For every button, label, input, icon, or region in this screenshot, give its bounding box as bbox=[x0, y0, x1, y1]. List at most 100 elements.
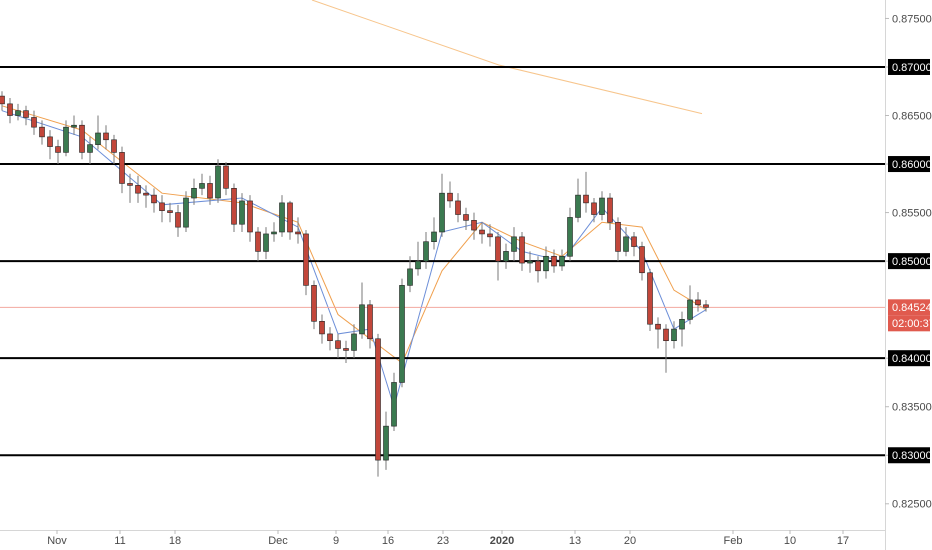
plot-area bbox=[0, 0, 885, 477]
candle-body bbox=[687, 299, 693, 320]
x-tick-label: Dec bbox=[268, 535, 288, 547]
candle-body bbox=[31, 117, 37, 128]
candle-body bbox=[479, 229, 485, 235]
candle-body bbox=[503, 251, 509, 262]
candle-body bbox=[631, 236, 637, 247]
candle-body bbox=[71, 124, 77, 128]
candle-body bbox=[183, 197, 189, 228]
x-tick-label: 17 bbox=[837, 535, 849, 547]
candle-body bbox=[583, 194, 589, 204]
candle-body bbox=[471, 220, 477, 231]
candle-body bbox=[455, 200, 461, 215]
candle-body bbox=[79, 124, 85, 153]
candle-body bbox=[311, 285, 317, 322]
countdown-box bbox=[888, 315, 930, 332]
candle-body bbox=[447, 192, 453, 202]
x-tick-label: 20 bbox=[624, 535, 636, 547]
y-tick-label: 0.84000 bbox=[892, 353, 932, 365]
x-tick-label: Feb bbox=[724, 535, 743, 547]
candle-body bbox=[551, 255, 557, 267]
candle-body bbox=[559, 255, 565, 267]
y-tick-label: 0.85000 bbox=[892, 256, 932, 268]
candle-body bbox=[431, 231, 437, 243]
candle-body bbox=[383, 425, 389, 461]
x-tick-label: Nov bbox=[47, 535, 67, 547]
candle-body bbox=[679, 319, 685, 330]
x-tick-label: 2020 bbox=[490, 535, 514, 547]
candle-body bbox=[87, 144, 93, 153]
candle-body bbox=[575, 194, 581, 218]
candle-body bbox=[303, 233, 309, 286]
candle-body bbox=[23, 110, 29, 118]
candle-body bbox=[0, 95, 5, 105]
candle-body bbox=[367, 304, 373, 340]
countdown-label: 02:00:37 bbox=[892, 318, 932, 330]
candle-body bbox=[263, 233, 269, 252]
candle-body bbox=[527, 260, 533, 264]
candle-body bbox=[703, 304, 709, 308]
candle-body bbox=[623, 236, 629, 252]
candle-body bbox=[439, 192, 445, 233]
y-tick-label: 0.82500 bbox=[892, 499, 932, 511]
candle-body bbox=[543, 255, 549, 272]
candle-body bbox=[391, 382, 397, 427]
candle-body bbox=[95, 132, 101, 145]
last-price-label: 0.84524 bbox=[892, 302, 932, 314]
candle-body bbox=[399, 285, 405, 383]
y-tick-label: 0.86000 bbox=[892, 159, 932, 171]
level-label-box bbox=[888, 253, 930, 270]
candle-body bbox=[271, 231, 277, 235]
x-tick-label: 9 bbox=[333, 535, 339, 547]
candle-body bbox=[607, 197, 613, 223]
candle-body bbox=[375, 338, 381, 461]
candle-body bbox=[279, 202, 285, 233]
candle-body bbox=[151, 194, 157, 204]
candle-body bbox=[167, 210, 173, 213]
candle-body bbox=[231, 188, 237, 225]
candle-body bbox=[255, 231, 261, 252]
candle-body bbox=[415, 260, 421, 270]
y-tick-label: 0.87500 bbox=[892, 13, 932, 25]
y-tick-label: 0.83000 bbox=[892, 450, 932, 462]
candle-body bbox=[639, 246, 645, 274]
y-tick-label: 0.83500 bbox=[892, 402, 932, 414]
candle-body bbox=[287, 202, 293, 233]
candle-body bbox=[671, 328, 677, 342]
candle-body bbox=[55, 146, 61, 153]
candle-body bbox=[655, 323, 661, 330]
candle-body bbox=[191, 188, 197, 199]
level-label-box bbox=[888, 58, 930, 75]
candle-body bbox=[487, 233, 493, 238]
candle-body bbox=[199, 183, 205, 189]
x-tick-label: 18 bbox=[169, 535, 181, 547]
candle-body bbox=[135, 185, 141, 194]
axes: 0.87500 0.87000 0.86500 0.86000 0.85500 0.850… bbox=[47, 13, 932, 547]
candle-body bbox=[591, 202, 597, 215]
x-tick-label: 16 bbox=[382, 535, 394, 547]
candle-body bbox=[47, 136, 53, 147]
candle-body bbox=[175, 212, 181, 228]
y-tick-label: 0.85500 bbox=[892, 207, 932, 219]
candle-body bbox=[319, 321, 325, 335]
candle-body bbox=[511, 236, 517, 252]
candle-body bbox=[159, 202, 165, 211]
candle-body bbox=[15, 110, 21, 116]
candle-body bbox=[247, 200, 253, 233]
x-tick-label: 13 bbox=[569, 535, 581, 547]
moving-average bbox=[1, 105, 707, 364]
candle-body bbox=[647, 272, 653, 325]
level-label-box bbox=[888, 156, 930, 173]
candle-body bbox=[335, 340, 341, 349]
candle-body bbox=[695, 299, 701, 306]
y-tick-label: 0.86500 bbox=[892, 110, 932, 122]
candle-body bbox=[7, 103, 13, 116]
candle-body bbox=[519, 236, 525, 264]
candle-body bbox=[495, 236, 501, 262]
x-tick-label: 10 bbox=[784, 535, 796, 547]
candle-body bbox=[351, 333, 357, 351]
candle-body bbox=[103, 132, 109, 141]
candle-body bbox=[223, 165, 229, 189]
candle-body bbox=[295, 231, 301, 235]
candle-body bbox=[535, 260, 541, 272]
